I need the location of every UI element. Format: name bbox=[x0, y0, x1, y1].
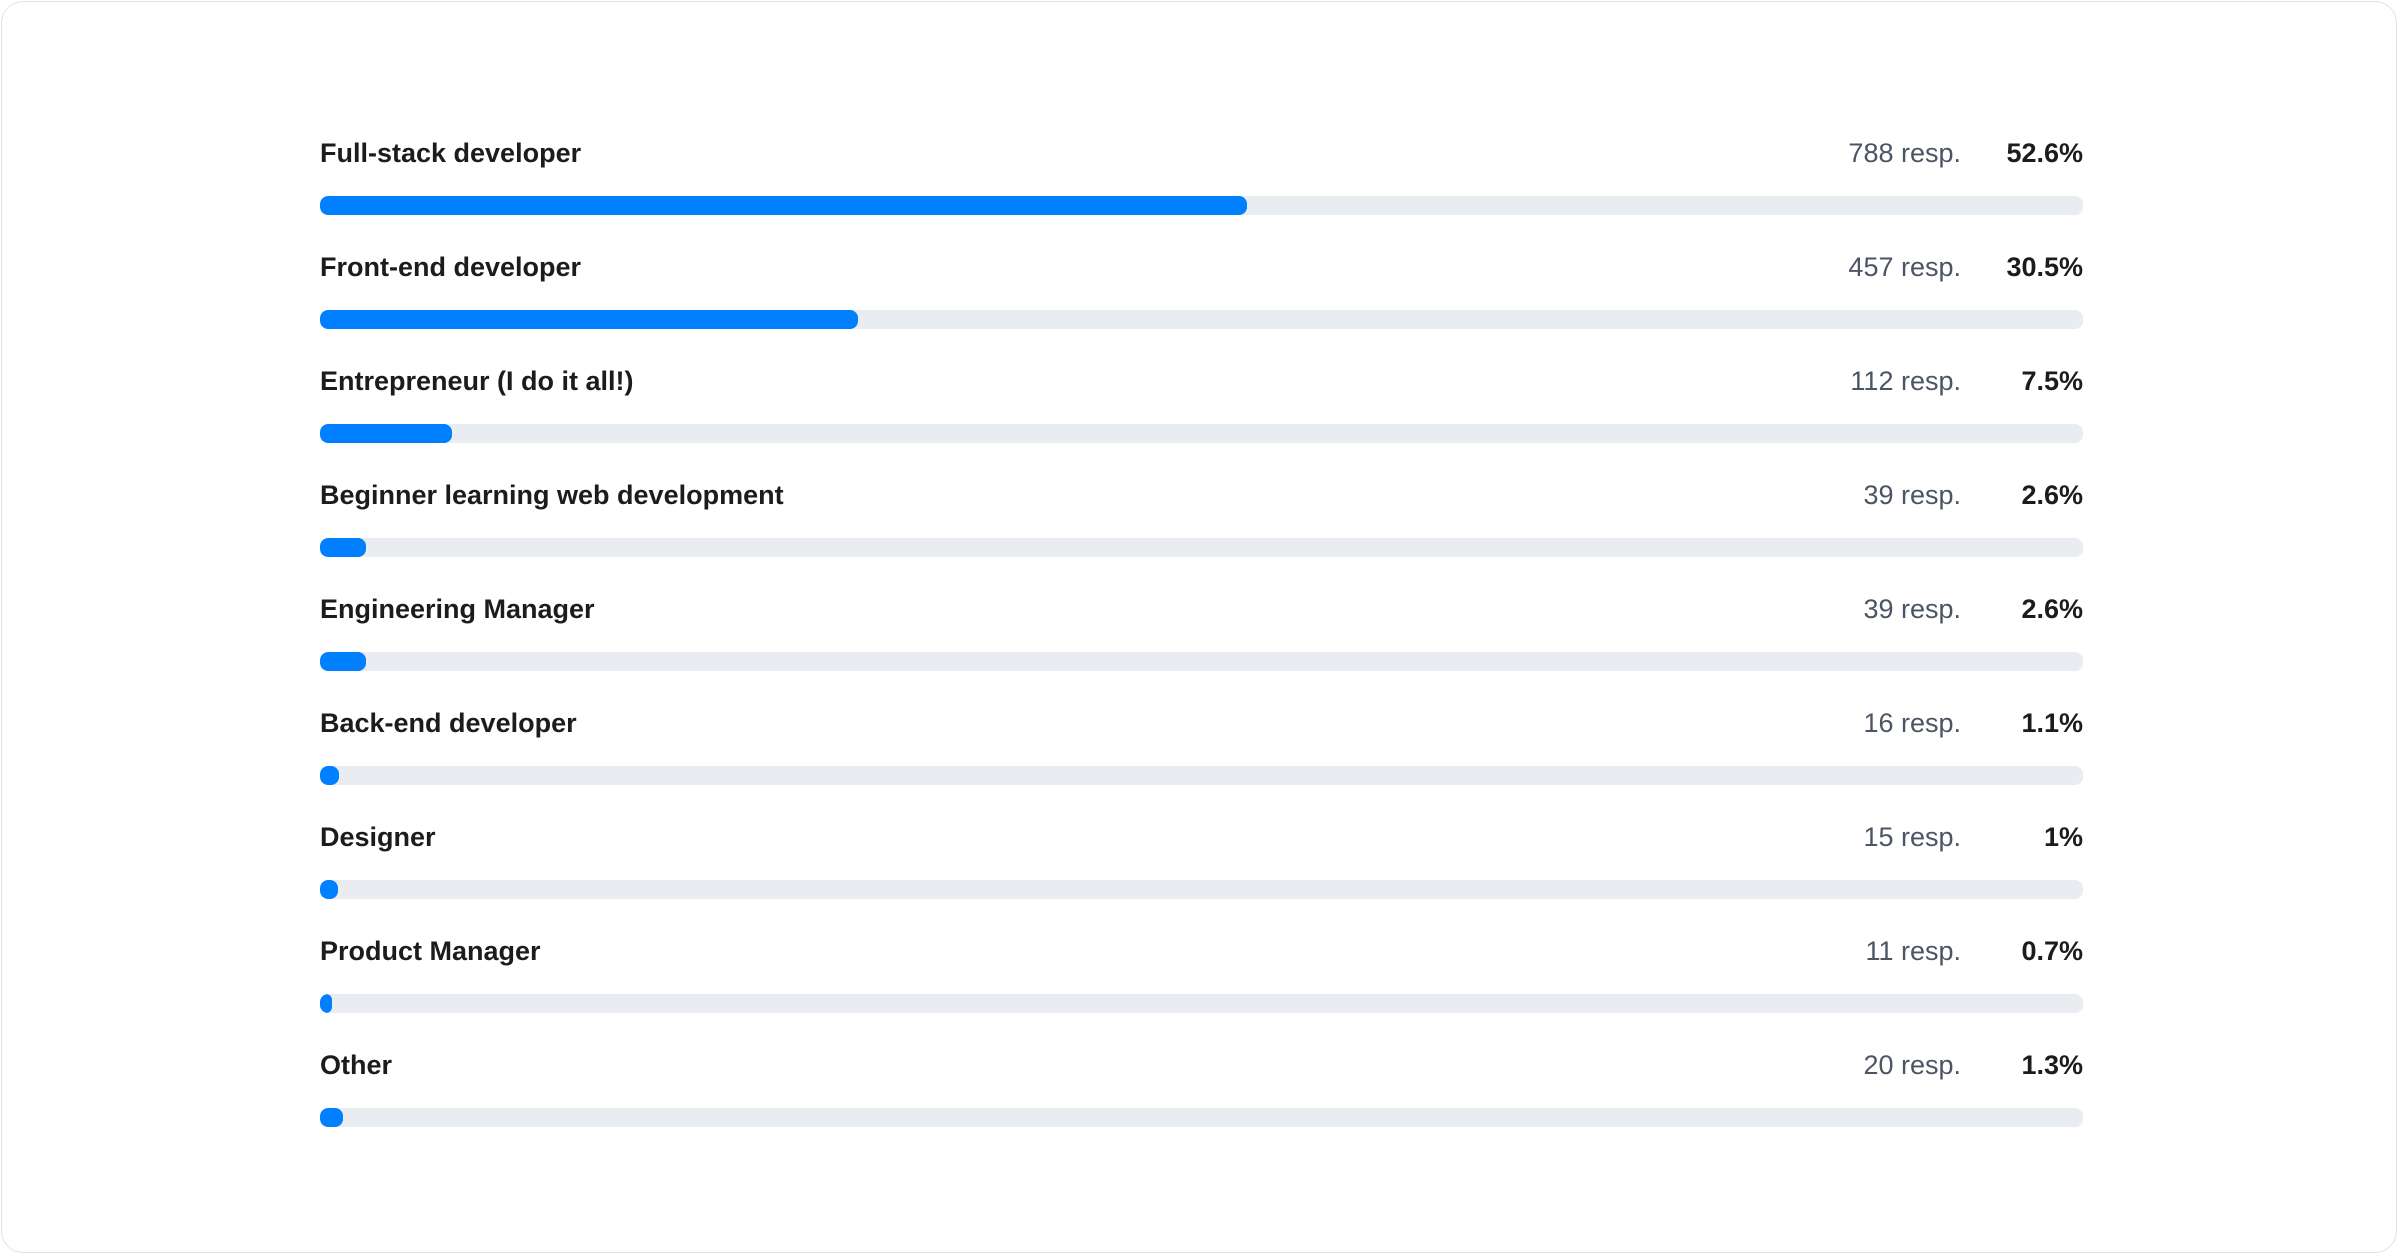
response-count: 457 resp. bbox=[1848, 252, 1961, 282]
category-label: Beginner learning web development bbox=[320, 480, 784, 510]
result-row: Other 20 resp. 1.3% bbox=[320, 1044, 2083, 1158]
percent-label: 2.6% bbox=[2021, 594, 2083, 624]
bar-track bbox=[320, 994, 2083, 1013]
bar-fill bbox=[320, 424, 453, 443]
result-row: Designer 15 resp. 1% bbox=[320, 816, 2083, 930]
percent-label: 0.7% bbox=[2021, 936, 2083, 966]
response-count: 15 resp. bbox=[1863, 822, 1961, 852]
category-label: Back-end developer bbox=[320, 708, 577, 738]
result-row: Product Manager 11 resp. 0.7% bbox=[320, 930, 2083, 1044]
bar-fill bbox=[320, 1108, 343, 1127]
percent-label: 1% bbox=[2043, 822, 2083, 852]
bar-fill bbox=[320, 994, 333, 1013]
result-row: Full-stack developer 788 resp. 52.6% bbox=[320, 132, 2083, 246]
response-count: 39 resp. bbox=[1863, 594, 1961, 624]
bar-track bbox=[320, 538, 2083, 557]
bar-track bbox=[320, 424, 2083, 443]
category-label: Product Manager bbox=[320, 936, 541, 966]
response-count: 11 resp. bbox=[1865, 936, 1961, 966]
bar-fill bbox=[320, 310, 858, 329]
category-label: Engineering Manager bbox=[320, 594, 595, 624]
bar-fill bbox=[320, 652, 366, 671]
bar-track bbox=[320, 766, 2083, 785]
response-count: 16 resp. bbox=[1863, 708, 1961, 738]
response-count: 39 resp. bbox=[1863, 480, 1961, 510]
response-count: 788 resp. bbox=[1848, 138, 1961, 168]
result-row: Back-end developer 16 resp. 1.1% bbox=[320, 702, 2083, 816]
bar-track bbox=[320, 880, 2083, 899]
percent-label: 52.6% bbox=[2006, 138, 2083, 168]
category-label: Entrepreneur (I do it all!) bbox=[320, 366, 634, 396]
category-label: Other bbox=[320, 1050, 393, 1080]
result-row: Engineering Manager 39 resp. 2.6% bbox=[320, 588, 2083, 702]
bar-fill bbox=[320, 766, 340, 785]
response-count: 20 resp. bbox=[1863, 1050, 1961, 1080]
category-label: Front-end developer bbox=[320, 252, 582, 282]
bar-fill bbox=[320, 880, 338, 899]
percent-label: 1.1% bbox=[2021, 708, 2083, 738]
bar-fill bbox=[320, 196, 1248, 215]
bar-track bbox=[320, 652, 2083, 671]
percent-label: 7.5% bbox=[2021, 366, 2083, 396]
result-row: Beginner learning web development 39 resp… bbox=[320, 474, 2083, 588]
percent-label: 2.6% bbox=[2021, 480, 2083, 510]
bar-track bbox=[320, 196, 2083, 215]
response-bar-list: Full-stack developer 788 resp. 52.6% Front-… bbox=[320, 132, 2083, 1158]
bar-track bbox=[320, 310, 2083, 329]
percent-label: 1.3% bbox=[2021, 1050, 2083, 1080]
bar-fill bbox=[320, 538, 366, 557]
category-label: Full-stack developer bbox=[320, 138, 582, 168]
category-label: Designer bbox=[320, 822, 436, 852]
result-row: Entrepreneur (I do it all!) 112 resp. 7.5% bbox=[320, 360, 2083, 474]
percent-label: 30.5% bbox=[2006, 252, 2083, 282]
result-row: Front-end developer 457 resp. 30.5% bbox=[320, 246, 2083, 360]
response-count: 112 resp. bbox=[1850, 366, 1961, 396]
bar-track bbox=[320, 1108, 2083, 1127]
